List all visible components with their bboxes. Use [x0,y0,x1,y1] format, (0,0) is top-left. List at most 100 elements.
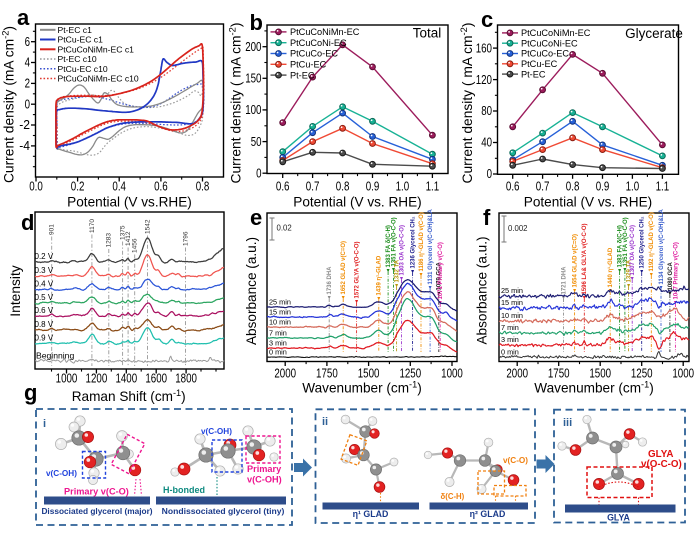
svg-text:ii: ii [322,416,328,428]
svg-text:25 min: 25 min [269,298,291,307]
svg-text:Raman Shift (cm-1): Raman Shift (cm-1) [72,388,186,404]
svg-text:Beginning: Beginning [36,351,74,361]
svg-text:η² GLAD: η² GLAD [470,509,506,519]
svg-text:1192 η¹-GLAD ν(C-O): 1192 η¹-GLAD ν(C-O) [648,212,655,271]
svg-text:Total: Total [413,26,442,41]
svg-text:δ(C-H): δ(C-H) [441,492,465,501]
svg-text:-4: -4 [19,139,30,153]
svg-text:1750: 1750 [548,367,570,381]
svg-text:1721 DHA: 1721 DHA [561,266,567,295]
svg-text:1131 Glycerol ν(C-OH)&LA: 1131 Glycerol ν(C-OH)&LA [428,208,434,284]
svg-text:1652 GLAD ν(C=O): 1652 GLAD ν(C=O) [341,241,347,295]
svg-text:Potential (V vs. RHE): Potential (V vs. RHE) [293,195,421,210]
svg-text:v(C-O): v(C-O) [503,456,528,465]
svg-text:1596 LA& GLYA ν(O-C-O): 1596 LA& GLYA ν(O-C-O) [582,223,588,294]
svg-text:Pt-EC: Pt-EC [290,70,315,80]
svg-text:0.7: 0.7 [306,180,320,194]
svg-text:1000: 1000 [441,367,463,381]
svg-text:1283: 1283 [106,233,113,248]
svg-text:0: 0 [25,97,30,111]
svg-text:η¹ GLAD: η¹ GLAD [353,509,389,519]
svg-text:6: 6 [25,35,30,49]
svg-text:Absorbance (a.u.): Absorbance (a.u.) [475,236,490,344]
svg-text:10 min: 10 min [269,318,291,327]
svg-text:1600: 1600 [145,372,167,386]
svg-text:1200: 1200 [86,372,108,386]
svg-text:GLYA: GLYA [648,449,673,460]
svg-text:15 min: 15 min [269,308,291,317]
svg-text:1383 FA δ(C-H): 1383 FA δ(C-H) [618,225,624,267]
svg-text:1000: 1000 [56,372,78,386]
svg-text:0 min: 0 min [501,348,519,357]
svg-text:1383 FA δ(C-H): 1383 FA δ(C-H) [386,225,392,267]
svg-text:GLYA: GLYA [607,513,630,523]
svg-text:0.5 V: 0.5 V [35,293,54,302]
svg-text:7 min: 7 min [269,329,287,338]
svg-text:1250 Glycerol CH₂: 1250 Glycerol CH₂ [640,216,646,268]
svg-text:PtCuCoNiMn-EC c10: PtCuCoNiMn-EC c10 [58,74,139,84]
svg-text:1351 FA ν(O-C-O): 1351 FA ν(O-C-O) [623,217,629,266]
svg-text:1.1: 1.1 [656,180,670,194]
svg-text:40: 40 [481,136,492,150]
svg-text:PtCuCo-EC: PtCuCo-EC [290,49,338,59]
svg-text:0 min: 0 min [269,348,287,357]
svg-text:Wavenumber (cm-1): Wavenumber (cm-1) [302,379,421,395]
svg-text:1186 η¹-GLAD ν(C-O): 1186 η¹-GLAD ν(C-O) [418,212,425,271]
svg-text:1307 OA ν(O-C-O): 1307 OA ν(O-C-O) [630,225,636,275]
svg-text:Potential (V vs. RHE): Potential (V vs. RHE) [524,195,652,210]
svg-text:0.6 V: 0.6 V [35,306,54,315]
svg-text:0.6: 0.6 [154,180,168,194]
svg-text:150: 150 [245,72,261,86]
svg-text:v(O-C-O): v(O-C-O) [641,459,682,470]
svg-text:0: 0 [487,167,492,181]
svg-text:Current density ( mA cm-2): Current density ( mA cm-2) [458,23,475,184]
svg-text:Nondissociated glycerol (tiny): Nondissociated glycerol (tiny) [162,506,285,516]
svg-text:i: i [43,418,46,430]
svg-text:0.8: 0.8 [196,180,210,194]
svg-text:iii: iii [563,417,572,429]
svg-text:PtCuCoNiMn-EC: PtCuCoNiMn-EC [521,28,591,38]
svg-text:1796: 1796 [182,231,189,246]
svg-text:1236 Glycerol CH₂: 1236 Glycerol CH₂ [411,216,417,268]
svg-text:Intensity: Intensity [8,265,23,316]
svg-text:3 min: 3 min [269,339,287,348]
svg-text:PtCu-EC c10: PtCu-EC c10 [58,64,108,74]
svg-text:1736 DHA: 1736 DHA [327,266,333,295]
svg-text:1250: 1250 [631,367,653,381]
svg-text:Pt-EC c1: Pt-EC c1 [58,25,93,35]
svg-text:901: 901 [49,224,56,235]
svg-text:1750: 1750 [316,367,338,381]
svg-text:1303 OA ν(O-C-O): 1303 OA ν(O-C-O) [399,225,405,275]
svg-text:0.0: 0.0 [29,180,43,194]
svg-text:v(C-OH): v(C-OH) [201,427,232,436]
svg-text:0.8: 0.8 [566,180,580,194]
svg-text:PtCu-EC: PtCu-EC [521,59,558,69]
svg-text:1500: 1500 [589,367,611,381]
svg-text:Current density (mA cm-2): Current density (mA cm-2) [0,26,17,183]
svg-text:100: 100 [245,103,261,117]
svg-text:Wavenumber (cm-1): Wavenumber (cm-1) [534,379,653,395]
svg-text:1.1: 1.1 [426,180,440,194]
svg-text:c: c [481,7,493,32]
svg-text:PtCuCoNi-EC: PtCuCoNi-EC [290,38,347,48]
svg-text:-2: -2 [19,118,30,132]
svg-text:1400: 1400 [115,372,137,386]
svg-text:PtCuCoNiMn-EC: PtCuCoNiMn-EC [290,27,360,37]
svg-text:b: b [250,10,263,35]
svg-text:4: 4 [25,56,30,70]
svg-text:PtCuCoNiMn-EC c1: PtCuCoNiMn-EC c1 [58,44,135,54]
svg-text:Dissociated glycerol (major): Dissociated glycerol (major) [41,506,152,516]
svg-text:Absorbance (a.u.): Absorbance (a.u.) [244,237,259,345]
svg-text:0.9: 0.9 [366,180,380,194]
svg-text:1500: 1500 [358,367,380,381]
svg-text:25 min: 25 min [501,286,523,295]
svg-text:1134 Glycerol ν(C-OH)&LA: 1134 Glycerol ν(C-OH)&LA [659,208,665,284]
svg-text:1375: 1375 [120,225,127,240]
svg-text:v(C-OH): v(C-OH) [247,475,282,485]
svg-text:1080 GCA: 1080 GCA [668,261,674,290]
svg-text:2: 2 [25,77,30,91]
svg-text:PtCu-EC: PtCu-EC [290,60,327,70]
svg-text:0.2 V: 0.2 V [35,252,54,261]
svg-text:0.3 V: 0.3 V [35,266,54,275]
svg-text:10 min: 10 min [501,311,523,320]
